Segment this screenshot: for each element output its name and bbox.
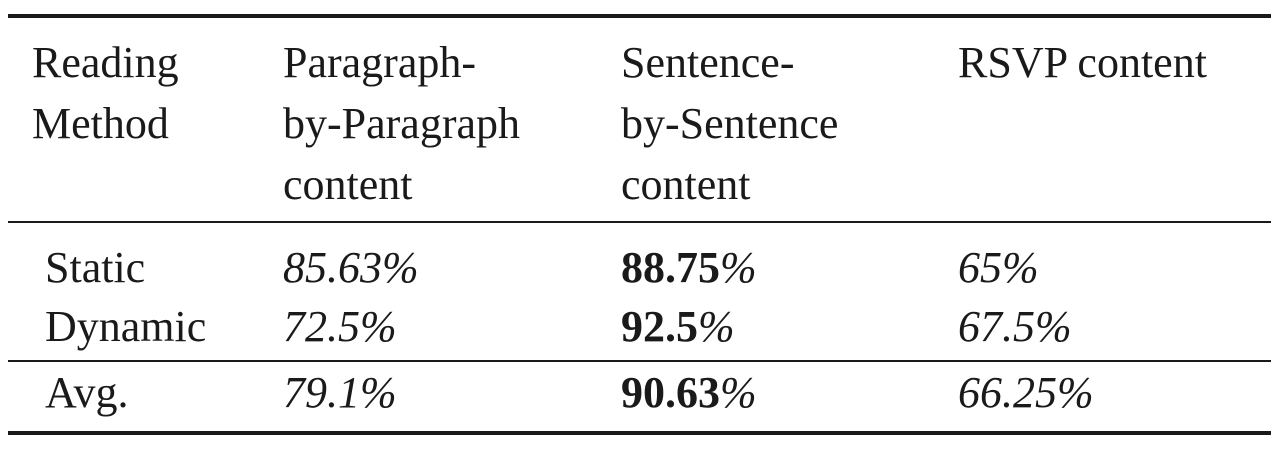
header-line: by-Sentence bbox=[621, 99, 839, 148]
cell-avg-sentence: 90.63% bbox=[621, 363, 757, 423]
header-line: Method bbox=[32, 99, 169, 148]
header-line: Sentence- bbox=[621, 38, 795, 87]
header-reading-method: Reading Method bbox=[32, 32, 179, 154]
cell-avg-paragraph: 79.1% bbox=[283, 368, 397, 417]
cell-avg-rsvp: 66.25% bbox=[958, 368, 1094, 417]
percent-sign: % bbox=[720, 368, 757, 417]
cell-static-paragraph: 85.63% bbox=[283, 243, 419, 292]
header-paragraph-content: Paragraph- by-Paragraph content bbox=[283, 32, 520, 215]
header-line: content bbox=[621, 160, 751, 209]
cell-dynamic-paragraph: 72.5% bbox=[283, 302, 397, 351]
header-line: content bbox=[283, 160, 413, 209]
percent-sign: % bbox=[720, 243, 757, 292]
best-value: 88.75 bbox=[621, 243, 720, 292]
header-line: Reading bbox=[32, 38, 179, 87]
header-line: Paragraph- bbox=[283, 38, 477, 87]
percent-sign: % bbox=[698, 302, 735, 351]
best-value: 92.5 bbox=[621, 302, 698, 351]
header-line: by-Paragraph bbox=[283, 99, 521, 148]
header-sentence-content: Sentence- by-Sentence content bbox=[621, 32, 838, 215]
row-label-avg: Avg. bbox=[45, 368, 129, 417]
row-label-dynamic: Dynamic bbox=[45, 302, 207, 351]
best-value: 90.63 bbox=[621, 368, 720, 417]
bottom-rule bbox=[8, 431, 1271, 435]
average-rule bbox=[8, 360, 1271, 362]
cell-static-sentence: 88.75% bbox=[621, 238, 757, 298]
cell-dynamic-sentence: 92.5% bbox=[621, 297, 735, 357]
cell-static-rsvp: 65% bbox=[958, 243, 1039, 292]
cell-dynamic-rsvp: 67.5% bbox=[958, 302, 1072, 351]
header-rsvp-content: RSVP content bbox=[958, 32, 1207, 93]
row-label-static: Static bbox=[45, 243, 146, 292]
header-rule bbox=[8, 221, 1271, 223]
header-line: RSVP content bbox=[958, 38, 1207, 87]
top-rule bbox=[8, 14, 1271, 18]
